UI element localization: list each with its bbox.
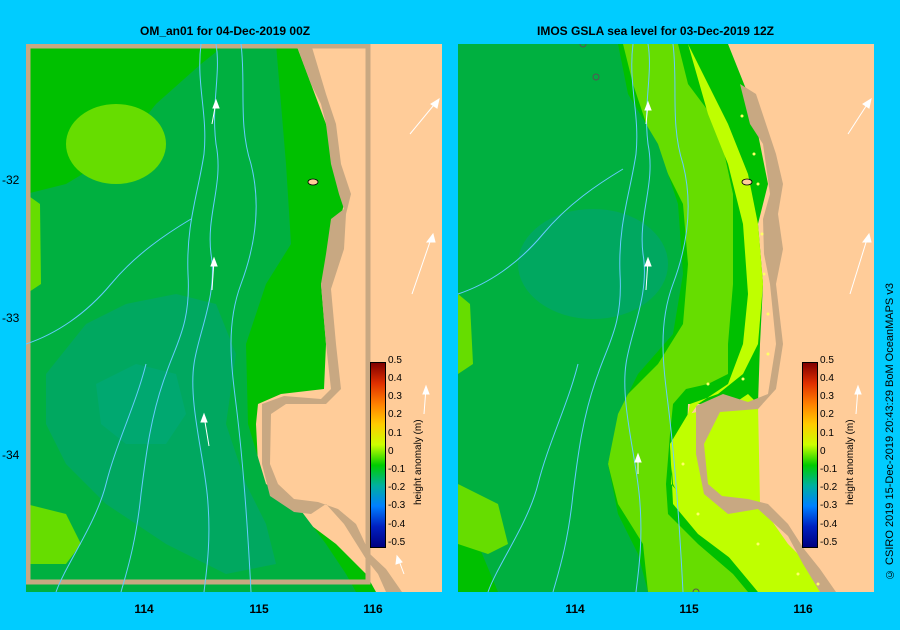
- right-cbar-tick: 0.2: [820, 409, 834, 420]
- right-lon-label-116: 116: [793, 602, 813, 616]
- left-cbar-tick: 0.4: [388, 373, 402, 384]
- track-marker-top: [579, 44, 587, 48]
- right-colorbar-label: height anomaly (m): [845, 419, 856, 505]
- edge-anomaly-southwest: [458, 484, 508, 554]
- right-map-panel: [458, 44, 874, 592]
- right-cbar-tick: 0.1: [820, 428, 834, 439]
- credit-text: © CSIRO 2019 15-Dec-2019 20:43:29 BoM Oc…: [884, 283, 896, 580]
- right-cbar-tick: 0.4: [820, 373, 834, 384]
- left-lon-label-115: 115: [249, 602, 269, 616]
- anomaly-core: [96, 364, 186, 444]
- edge-anomaly-west: [458, 294, 473, 374]
- right-cbar-tick: 0: [820, 446, 826, 457]
- left-lon-label-116: 116: [363, 602, 383, 616]
- right-cbar-tick: -0.4: [820, 519, 838, 530]
- rottnest-island: [741, 178, 753, 186]
- anomaly-south-coast: [670, 394, 833, 592]
- left-cbar-tick: 0.3: [388, 391, 402, 402]
- right-lon-label-114: 114: [565, 602, 585, 616]
- right-colorbar: [802, 362, 818, 548]
- left-cbar-tick: -0.2: [388, 482, 406, 493]
- left-cbar-tick: 0.5: [388, 355, 402, 366]
- left-cbar-tick: -0.3: [388, 500, 406, 511]
- right-cbar-tick: -0.5: [820, 537, 838, 548]
- anomaly-band-pos015: [670, 44, 798, 592]
- negative-anomaly-core: [518, 209, 668, 319]
- left-cbar-tick: -0.1: [388, 464, 406, 475]
- right-cbar-tick: -0.2: [820, 482, 838, 493]
- rottnest-island: [307, 178, 319, 186]
- right-cbar-tick: 0.3: [820, 391, 834, 402]
- right-map-svg: [458, 44, 874, 592]
- edge-anomaly-southwest: [26, 504, 81, 564]
- model-domain-border: [26, 44, 371, 585]
- right-cbar-tick: 0.5: [820, 355, 834, 366]
- bathymetry-contours: [26, 44, 257, 592]
- continental-shelf: [262, 44, 402, 592]
- left-cbar-tick: 0.2: [388, 409, 402, 420]
- lat-label-33: -33: [2, 311, 20, 325]
- left-cbar-tick: -0.4: [388, 519, 406, 530]
- right-cbar-tick: -0.3: [820, 500, 838, 511]
- left-cbar-tick: 0.1: [388, 428, 402, 439]
- right-cbar-tick: -0.1: [820, 464, 838, 475]
- current-arrows: [200, 97, 440, 575]
- right-lon-label-115: 115: [679, 602, 699, 616]
- right-panel-title: IMOS GSLA sea level for 03-Dec-2019 12Z: [537, 24, 774, 38]
- bathymetry-contours: [458, 44, 689, 592]
- anomaly-band-neg01: [458, 44, 683, 592]
- altimetry-track-dots: [681, 114, 820, 586]
- positive-anomaly-blob: [66, 104, 166, 184]
- track-marker-2: [592, 73, 600, 81]
- lat-label-32: -32: [2, 173, 20, 187]
- left-map-panel: [26, 44, 442, 592]
- left-colorbar-label: height anomaly (m): [413, 419, 424, 505]
- left-panel-title: OM_an01 for 04-Dec-2019 00Z: [140, 24, 311, 38]
- left-cbar-tick: -0.5: [388, 537, 406, 548]
- left-map-svg: [26, 44, 442, 592]
- left-cbar-tick: 0: [388, 446, 394, 457]
- current-arrows: [634, 97, 872, 474]
- left-colorbar: [370, 362, 386, 548]
- lat-label-34: -34: [2, 448, 20, 462]
- anomaly-band-pos01: [608, 44, 748, 592]
- track-marker-bottom: [692, 588, 700, 592]
- left-lon-label-114: 114: [134, 602, 154, 616]
